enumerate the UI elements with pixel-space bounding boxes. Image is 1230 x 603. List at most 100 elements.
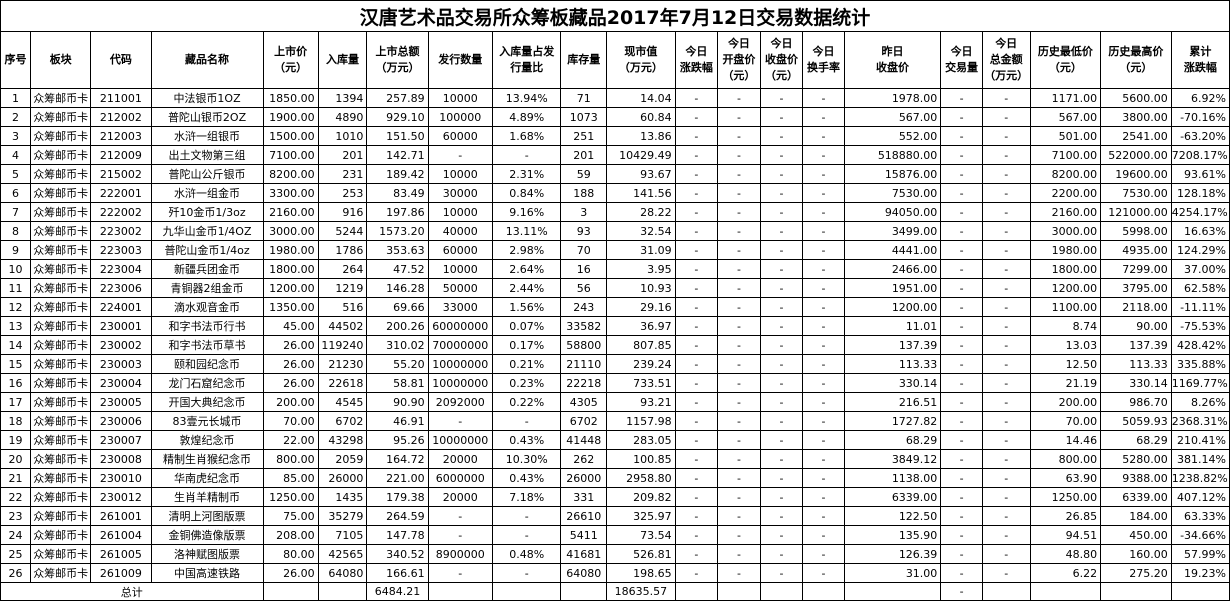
table-cell: 14.46 (1029, 430, 1102, 450)
table-cell: 230012 (90, 487, 152, 507)
table-cell: 9388.00 (1100, 468, 1172, 488)
table-cell: 353.63 (366, 240, 429, 260)
table-cell: 2368.31% (1170, 411, 1230, 431)
table-cell: 16 (0, 373, 32, 393)
table-cell: 敦煌纪念币 (150, 430, 264, 450)
table-cell: 众筹邮币卡 (30, 449, 92, 469)
table-cell: 251 (560, 126, 608, 146)
table-cell: - (759, 278, 804, 298)
table-cell: 335.88% (1170, 354, 1230, 374)
table-cell: 2.64% (491, 259, 562, 279)
table-row: 24 众筹邮币卡 261004 金铜佛造像版票 208.00 7105 147.78- -54… (0, 525, 1230, 545)
table-cell: - (802, 373, 845, 393)
table-cell: 526.81 (606, 544, 676, 564)
table-row: 16 众筹邮币卡 230004 龙门石窟纪念币 26.00 22618 58.81 10000… (0, 373, 1230, 393)
table-cell: 800.00 (1029, 449, 1102, 469)
table-cell: 208.00 (262, 525, 319, 545)
table-cell: - (674, 164, 719, 184)
table-cell: 2.44% (491, 278, 562, 298)
table-cell: 4.89% (491, 107, 562, 127)
table-cell: - (427, 506, 493, 526)
table-cell: 567.00 (843, 107, 942, 127)
table-cell: 93 (560, 221, 608, 241)
table-cell: 198.65 (606, 563, 676, 583)
table-cell: 1800.00 (1029, 259, 1102, 279)
table-cell: 100.85 (606, 449, 676, 469)
table-cell: - (940, 240, 983, 260)
table-cell: 1.56% (491, 297, 562, 317)
table-cell: 滴水观音金币 (150, 297, 264, 317)
column-header: 累计 涨跌幅 (1170, 31, 1230, 89)
table-cell: 众筹邮币卡 (30, 107, 92, 127)
table-cell: 9 (0, 240, 32, 260)
table-cell: 7100.00 (262, 145, 319, 165)
column-header: 入库量占发 行量比 (491, 31, 562, 89)
table-cell: - (981, 411, 1031, 431)
table-cell: 1850.00 (262, 88, 319, 108)
total-cell (262, 582, 319, 601)
total-cell (560, 582, 608, 601)
column-header: 上市总额 （万元） (366, 31, 429, 89)
table-cell: 众筹邮币卡 (30, 202, 92, 222)
table-cell: - (802, 563, 845, 583)
table-cell: 146.28 (366, 278, 429, 298)
total-cell (843, 582, 942, 601)
table-cell: - (759, 544, 804, 564)
table-cell: 135.90 (843, 525, 942, 545)
table-cell: 184.00 (1100, 506, 1172, 526)
table-cell: 2541.00 (1100, 126, 1172, 146)
table-cell: 水浒一组金币 (150, 183, 264, 203)
table-cell: - (940, 354, 983, 374)
table-cell: 62.58% (1170, 278, 1230, 298)
table-cell: - (981, 221, 1031, 241)
table-cell: - (717, 107, 761, 127)
table-cell: - (802, 525, 845, 545)
table-cell: - (940, 487, 983, 507)
table-cell: 94.51 (1029, 525, 1102, 545)
table-cell: 众筹邮币卡 (30, 278, 92, 298)
table-cell: 70.00 (262, 411, 319, 431)
table-row: 20 众筹邮币卡 230008 精制生肖猴纪念币 800.00 2059 164.72 200… (0, 449, 1230, 469)
table-cell: 19 (0, 430, 32, 450)
table-cell: - (759, 164, 804, 184)
table-cell: 2.98% (491, 240, 562, 260)
table-cell: - (981, 88, 1031, 108)
table-cell: - (717, 126, 761, 146)
table-cell: 75.00 (262, 506, 319, 526)
table-cell: 85.00 (262, 468, 319, 488)
table-cell: 20000 (427, 487, 493, 507)
table-cell: 1169.77% (1170, 373, 1230, 393)
table-cell: 60.84 (606, 107, 676, 127)
table-row: 15 众筹邮币卡 230003 颐和园纪念币 26.00 21230 55.20 100000… (0, 354, 1230, 374)
table-cell: - (674, 126, 719, 146)
table-cell: 龙门石窟纪念币 (150, 373, 264, 393)
table-cell: 5059.93 (1100, 411, 1172, 431)
table-cell: 90.90 (366, 392, 429, 412)
total-cell (1170, 582, 1230, 601)
table-cell: 8 (0, 221, 32, 241)
table-cell: - (674, 107, 719, 127)
table-cell: 1200.00 (262, 278, 319, 298)
table-cell: - (981, 145, 1031, 165)
table-cell: - (717, 183, 761, 203)
table-cell: 6702 (560, 411, 608, 431)
table-cell: 5280.00 (1100, 449, 1172, 469)
table-cell: 19.23% (1170, 563, 1230, 583)
table-cell: 2200.00 (1029, 183, 1102, 203)
table-cell: 201 (560, 145, 608, 165)
table-cell: - (759, 126, 804, 146)
table-cell: - (802, 164, 845, 184)
table-cell: 众筹邮币卡 (30, 487, 92, 507)
table-cell: 69.66 (366, 297, 429, 317)
table-cell: 261001 (90, 506, 152, 526)
table-cell: 230004 (90, 373, 152, 393)
table-cell: 10000000 (427, 373, 493, 393)
table-cell: - (717, 202, 761, 222)
table-cell: 众筹邮币卡 (30, 563, 92, 583)
table-cell: 众筹邮币卡 (30, 164, 92, 184)
table-cell: 93.21 (606, 392, 676, 412)
table-cell: 222002 (90, 202, 152, 222)
table-cell: - (802, 278, 845, 298)
table-cell: 222001 (90, 183, 152, 203)
